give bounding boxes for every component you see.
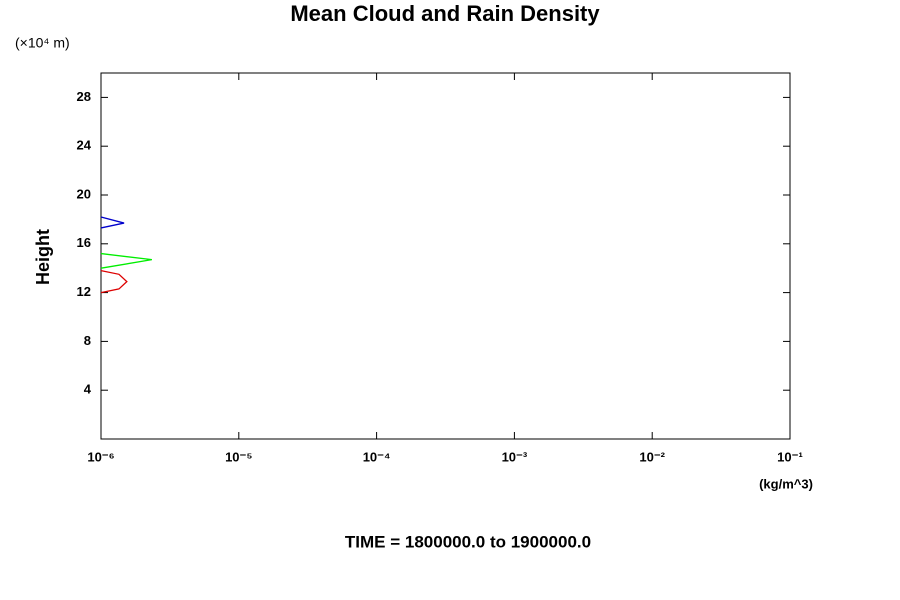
plot-frame [100, 72, 791, 440]
y-tick-label: 24 [77, 138, 92, 153]
chart-title: Mean Cloud and Rain Density [290, 1, 600, 26]
profile-line [100, 252, 152, 269]
y-unit: (×10⁴ m) [15, 35, 70, 51]
y-tick-label: 8 [84, 333, 91, 348]
x-unit: (kg/m^3) [759, 476, 813, 491]
profile-line [100, 270, 128, 294]
profile-line [100, 216, 125, 229]
y-tick-label: 28 [77, 89, 91, 104]
y-axis-label: Height [33, 229, 53, 285]
y-tick-label: 20 [77, 186, 91, 201]
y-tick-label: 4 [84, 382, 92, 397]
x-tick-label: 10⁻⁴ [363, 449, 391, 464]
x-tick-label: 10⁻¹ [777, 449, 803, 464]
x-tick-label: 10⁻² [639, 449, 665, 464]
x-tick-label: 10⁻⁶ [87, 449, 114, 464]
x-tick-label: 10⁻⁵ [225, 449, 252, 464]
y-tick-label: 12 [77, 284, 91, 299]
x-tick-label: 10⁻³ [502, 449, 528, 464]
y-tick-label: 16 [77, 235, 91, 250]
footer: TIME = 1800000.0 to 1900000.0 [345, 532, 591, 551]
